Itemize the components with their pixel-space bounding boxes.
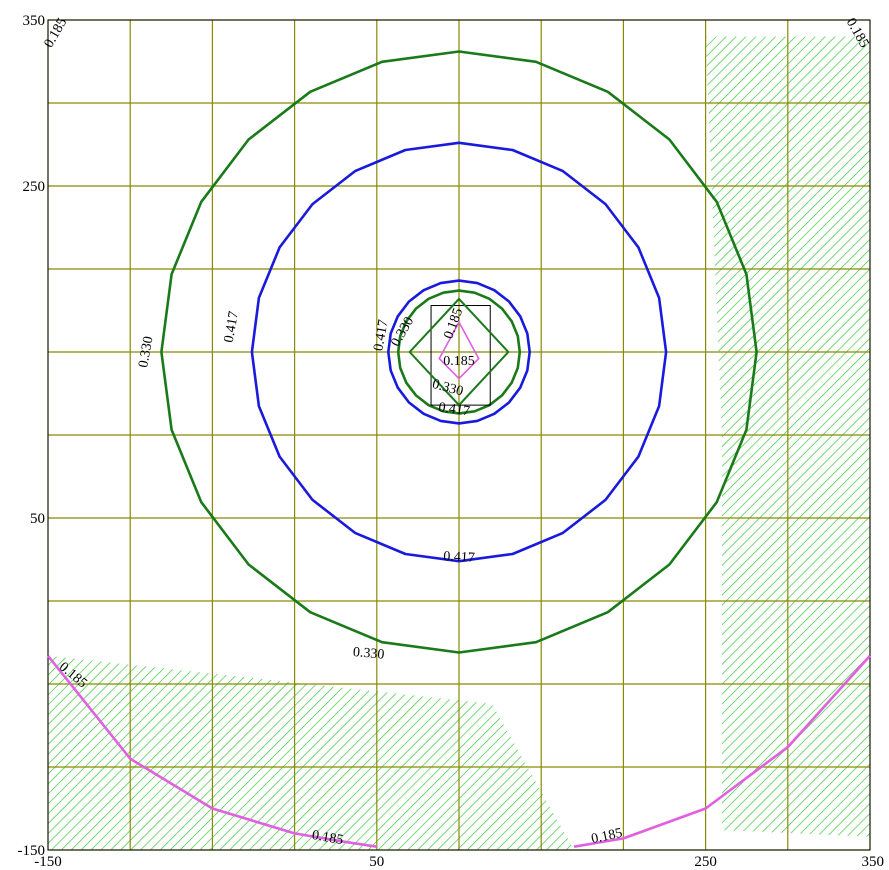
contour-line-0-417 (250, 141, 668, 563)
contour-label: 0.417 (443, 549, 475, 566)
x-tick-label: 50 (369, 854, 384, 870)
inner-diamond-0-185 (438, 320, 480, 380)
contour-lines (46, 50, 871, 848)
contour-label: 0.185 (441, 306, 466, 341)
contour-label: 0.185 (311, 828, 345, 848)
contour-label: 0.185 (590, 826, 624, 847)
contour-label: 0.417 (371, 319, 391, 353)
contour-label: 0.185 (443, 354, 475, 369)
contour-label: 0.330 (136, 335, 156, 369)
x-tick-label: 250 (694, 854, 717, 870)
y-tick-label: -150 (18, 843, 46, 859)
grid (47, 19, 871, 851)
inner-box (430, 305, 491, 406)
contour-label: 0.417 (222, 310, 242, 344)
contour-line-0-417 (386, 279, 532, 425)
contour-label: 0.417 (437, 400, 470, 419)
x-tick-label: 350 (862, 854, 885, 870)
y-tick-label: 50 (30, 511, 45, 527)
plot-frame (47, 19, 871, 851)
contour-label: 0.185 (42, 16, 71, 51)
hatched-region (48, 655, 575, 850)
contour-line-0-330 (160, 50, 758, 654)
contour-label: 0.330 (388, 315, 417, 350)
y-tick-label: 250 (23, 179, 46, 195)
y-tick-label: 350 (23, 13, 46, 29)
axis-ticks: 350 250 50 -150-150 50 250 350 (18, 13, 885, 870)
contour-line-0-185 (46, 654, 377, 848)
inner-diamond-0-330 (408, 297, 510, 407)
contour-line-0-185 (573, 654, 871, 848)
x-tick-label: -150 (34, 854, 62, 870)
contour-label: 0.330 (352, 645, 385, 663)
